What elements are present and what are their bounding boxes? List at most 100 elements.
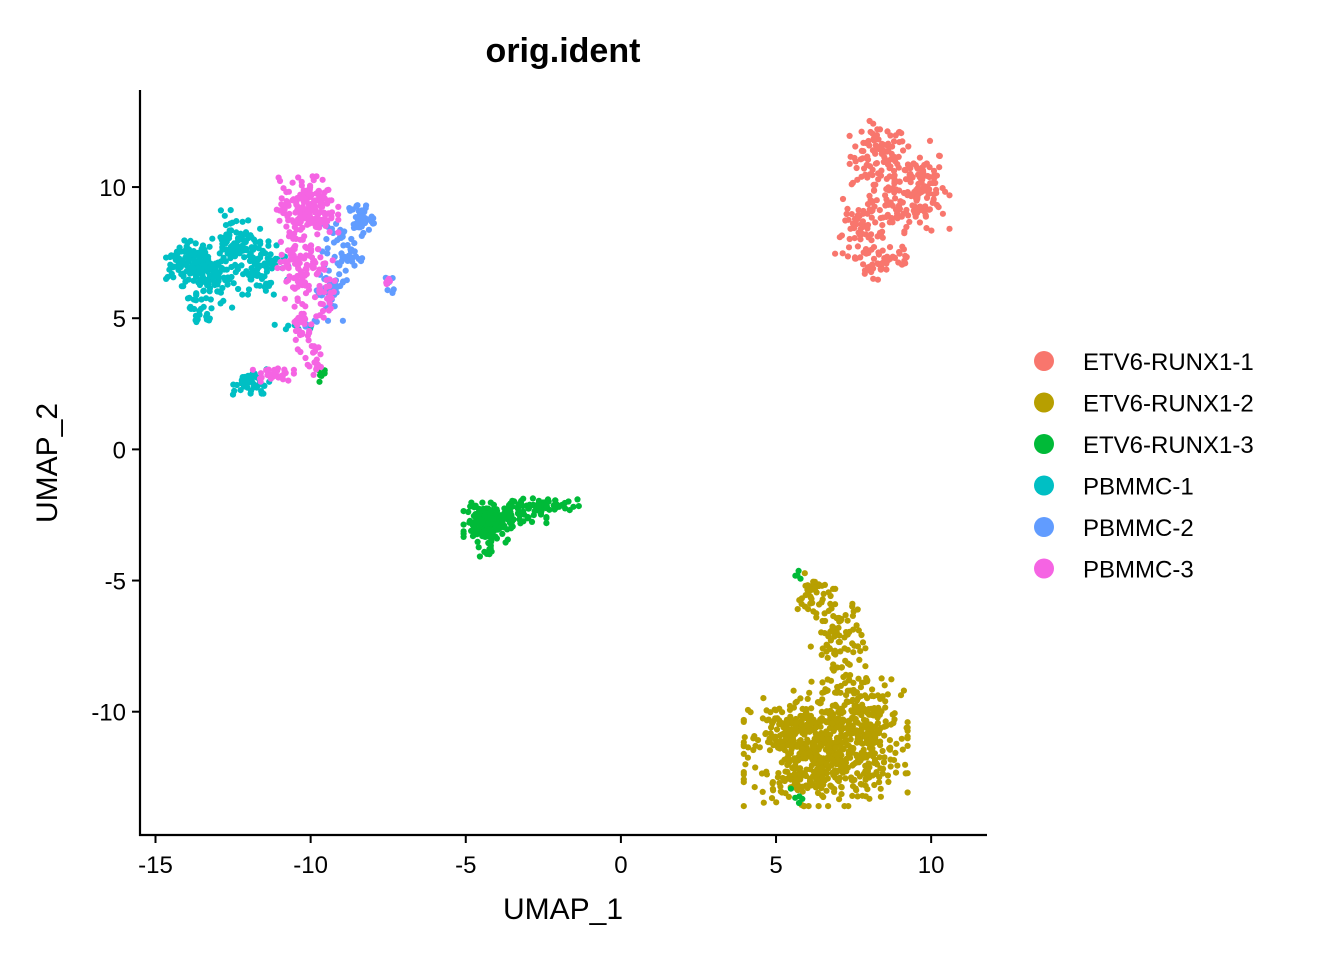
data-point xyxy=(294,283,301,290)
data-point xyxy=(282,326,289,333)
data-point xyxy=(226,227,233,234)
data-point xyxy=(836,234,843,241)
data-point xyxy=(740,779,747,786)
data-point xyxy=(926,137,934,144)
data-point xyxy=(480,528,487,536)
data-point xyxy=(298,318,305,326)
data-point xyxy=(508,518,516,525)
data-point xyxy=(884,159,892,166)
data-point xyxy=(842,671,850,679)
data-point xyxy=(801,570,808,577)
data-point xyxy=(859,155,866,162)
data-point xyxy=(206,315,213,322)
data-point xyxy=(823,708,830,715)
data-point xyxy=(299,329,306,336)
data-point xyxy=(821,610,828,617)
data-point xyxy=(905,143,912,150)
x-axis-title: UMAP_1 xyxy=(503,893,623,926)
data-point xyxy=(294,297,301,304)
data-point xyxy=(792,699,799,706)
data-point xyxy=(859,639,867,646)
data-point xyxy=(526,502,533,509)
data-point xyxy=(257,240,264,247)
data-point xyxy=(797,765,804,772)
data-point xyxy=(227,207,234,214)
data-point xyxy=(866,764,873,771)
data-point xyxy=(868,231,875,238)
data-point xyxy=(782,725,789,732)
data-point xyxy=(794,572,801,579)
data-point xyxy=(868,214,875,221)
x-tick-label: -5 xyxy=(455,852,476,879)
data-point xyxy=(281,295,288,302)
data-point xyxy=(853,164,860,172)
data-point xyxy=(765,739,772,746)
data-point xyxy=(881,732,888,739)
data-point xyxy=(838,664,846,671)
data-point xyxy=(818,792,826,799)
data-point xyxy=(856,656,863,664)
data-point xyxy=(847,225,854,232)
data-point xyxy=(308,321,315,328)
data-point xyxy=(167,253,174,261)
data-point xyxy=(262,250,269,257)
data-point xyxy=(906,218,913,225)
data-point xyxy=(904,742,911,750)
data-point xyxy=(849,612,857,620)
data-point xyxy=(279,376,287,383)
data-point xyxy=(907,170,914,178)
data-point xyxy=(235,285,242,293)
data-point xyxy=(825,749,832,756)
data-point xyxy=(904,189,911,196)
data-point xyxy=(900,246,908,253)
data-point xyxy=(838,721,845,728)
data-point xyxy=(877,785,884,792)
data-point xyxy=(870,255,878,262)
data-point xyxy=(217,234,224,241)
data-point xyxy=(320,265,327,272)
y-axis-title: UMAP_2 xyxy=(31,403,64,523)
data-point xyxy=(488,515,495,522)
data-point xyxy=(230,242,237,249)
data-point xyxy=(890,138,898,145)
data-point xyxy=(876,709,883,716)
y-tick-label: 10 xyxy=(99,175,126,202)
data-point xyxy=(849,696,856,703)
y-tick-label: -5 xyxy=(105,569,126,596)
data-point xyxy=(306,329,313,337)
data-point xyxy=(864,677,871,684)
data-point xyxy=(320,260,327,267)
data-point xyxy=(766,747,774,754)
data-point xyxy=(896,250,903,257)
data-point xyxy=(323,277,330,284)
data-point xyxy=(225,235,233,242)
data-point xyxy=(803,715,810,722)
data-point xyxy=(302,290,310,297)
legend: ETV6-RUNX1-1 ETV6-RUNX1-2 ETV6-RUNX1-3 PBMM… xyxy=(1034,349,1254,584)
x-ticks: -15 -10 -5 0 5 10 xyxy=(138,835,945,879)
data-point xyxy=(894,215,901,222)
data-point xyxy=(742,761,749,768)
data-point xyxy=(899,746,906,753)
data-point xyxy=(889,185,896,192)
data-point xyxy=(862,171,869,178)
data-point xyxy=(879,222,886,229)
data-point xyxy=(914,193,921,200)
data-point xyxy=(842,736,850,743)
data-point xyxy=(833,724,841,731)
data-point xyxy=(520,508,527,515)
data-point xyxy=(819,735,826,743)
data-point xyxy=(877,231,885,238)
data-point xyxy=(774,774,782,781)
data-point xyxy=(328,215,335,222)
data-point xyxy=(876,726,883,734)
data-point xyxy=(844,698,852,706)
data-point xyxy=(208,305,215,312)
data-point xyxy=(760,695,767,702)
data-point xyxy=(776,732,784,739)
data-point xyxy=(316,312,323,319)
data-point xyxy=(741,734,748,741)
data-point xyxy=(850,649,857,656)
data-point xyxy=(271,368,278,375)
data-point xyxy=(317,254,324,261)
